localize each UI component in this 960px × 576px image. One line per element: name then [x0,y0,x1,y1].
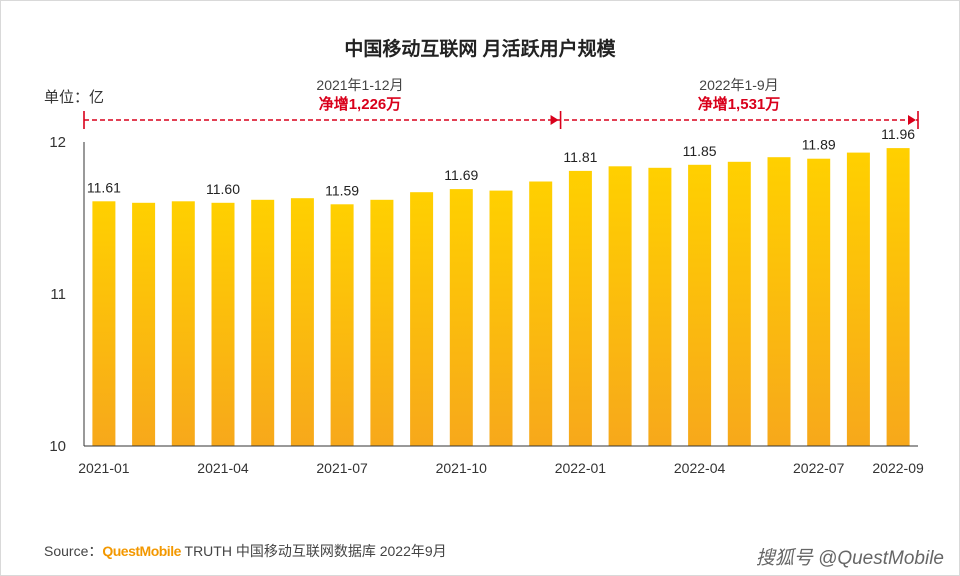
bar-2022-04 [688,164,712,447]
data-label-2021-10: 11.69 [444,167,478,183]
y-tick-11: 11 [50,286,66,303]
bar-2021-03 [171,201,195,446]
bar-2021-12 [529,181,553,446]
x-tick-2022-09: 2022-09 [872,460,924,476]
bar-2022-02 [608,166,632,447]
data-label-2022-01: 11.81 [563,149,597,165]
unit-label: 单位：亿 [44,89,105,106]
bar-2022-07 [807,158,831,446]
x-tick-2021-01: 2021-01 [78,460,130,476]
bar-2022-05 [727,161,751,447]
bar-2021-11 [489,190,513,446]
period-2021-label: 2021年1-12月 [316,77,404,93]
source-prefix: Source： [44,543,103,559]
x-tick-2021-10: 2021-10 [436,460,488,476]
x-tick-2022-07: 2022-07 [793,460,845,476]
x-tick-2022-04: 2022-04 [674,460,726,476]
data-label-2021-01: 11.61 [87,179,121,195]
period-2022: 2022年1-9月 净增1,531万 [624,76,854,114]
y-tick-12: 12 [49,134,66,151]
period-arrow-head-1 [908,115,916,125]
data-labels: 11.61 11.60 11.59 11.69 11.81 11.85 11.89 11.96 [87,126,915,198]
x-tick-2021-07: 2021-07 [316,460,368,476]
period-arrows [83,111,919,129]
bar-2021-09 [410,192,434,446]
chart-title: 中国移动互联网 月活跃用户规模 [344,39,616,60]
bar-2021-04 [211,202,235,446]
period-2021-net: 净增1,226万 [318,96,402,113]
period-2021: 2021年1-12月 净增1,226万 [245,76,475,114]
watermark: 搜狐号 @QuestMobile [755,548,944,569]
bar-2021-06 [290,198,314,446]
bar-2022-09 [886,148,910,446]
period-2022-label: 2022年1-9月 [699,77,779,93]
source-brand: QuestMobile [102,543,181,559]
bar-2022-01 [568,170,592,446]
bar-2021-07 [330,204,354,446]
data-label-2022-07: 11.89 [802,137,836,153]
data-label-2022-09: 11.96 [881,126,915,142]
bar-2021-05 [251,199,275,446]
source-note: Source：QuestMobile TRUTH 中国移动互联网数据库 2022… [44,541,447,561]
data-label-2021-07: 11.59 [325,182,359,198]
period-2022-net: 净增1,531万 [697,96,781,113]
period-arrow-head-0 [550,115,559,125]
y-axis: 10 11 12 [49,134,85,455]
x-tick-2022-01: 2022-01 [555,460,607,476]
data-label-2022-04: 11.85 [683,143,717,159]
bar-2022-06 [767,157,791,446]
bars [92,148,910,447]
bar-2022-08 [846,152,870,446]
x-tick-2021-04: 2021-04 [197,460,249,476]
bar-2022-03 [648,167,672,447]
y-tick-10: 10 [49,438,66,455]
source-rest: TRUTH 中国移动互联网数据库 2022年9月 [180,543,447,559]
data-label-2021-04: 11.60 [206,181,240,197]
bar-2021-08 [370,199,394,446]
x-axis: 2021-01 2021-04 2021-07 2021-10 2022-01 2022-… [78,445,924,476]
bar-2021-01 [92,201,116,446]
bar-2021-10 [449,189,473,446]
bar-2021-02 [132,202,156,446]
